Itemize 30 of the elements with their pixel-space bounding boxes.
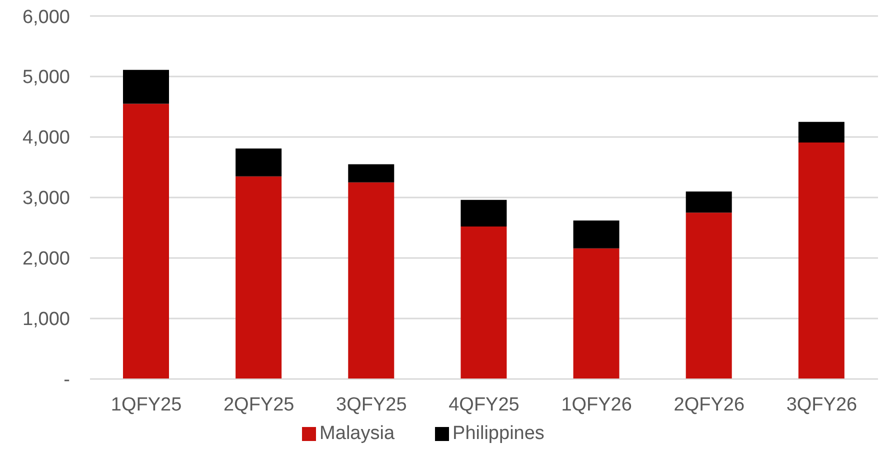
y-tick-label: 3,000 [22,188,70,210]
bar [460,226,507,379]
bar [686,191,732,213]
y-tick-label: 2,000 [22,248,70,270]
bar [236,176,282,379]
bar [123,104,169,379]
bar [460,200,507,227]
bar [573,248,620,379]
x-tick-label: 3QFY25 [336,394,407,416]
y-tick-label: 1,000 [22,309,70,330]
y-tick-label: 5,000 [22,67,70,88]
bar [348,182,394,379]
y-tick-label: 6,000 [22,6,70,28]
bar [686,212,732,379]
legend-label: Philippines [452,423,544,444]
bar [573,220,620,248]
bar [123,70,169,104]
bar [798,142,844,379]
legend-label: Malaysia [320,423,395,444]
x-tick-label: 1QFY25 [110,394,182,416]
y-tick-label: 4,000 [22,128,70,149]
x-tick-label: 2QFY26 [674,394,745,416]
bar [348,164,394,182]
x-tick-label: 1QFY26 [561,394,632,416]
x-tick-label: 2QFY25 [223,394,294,416]
x-tick-label: 4QFY25 [448,394,520,416]
bar [236,148,282,176]
bar [798,122,844,142]
y-tick-label: - [64,370,70,391]
x-tick-label: 3QFY26 [786,394,858,416]
